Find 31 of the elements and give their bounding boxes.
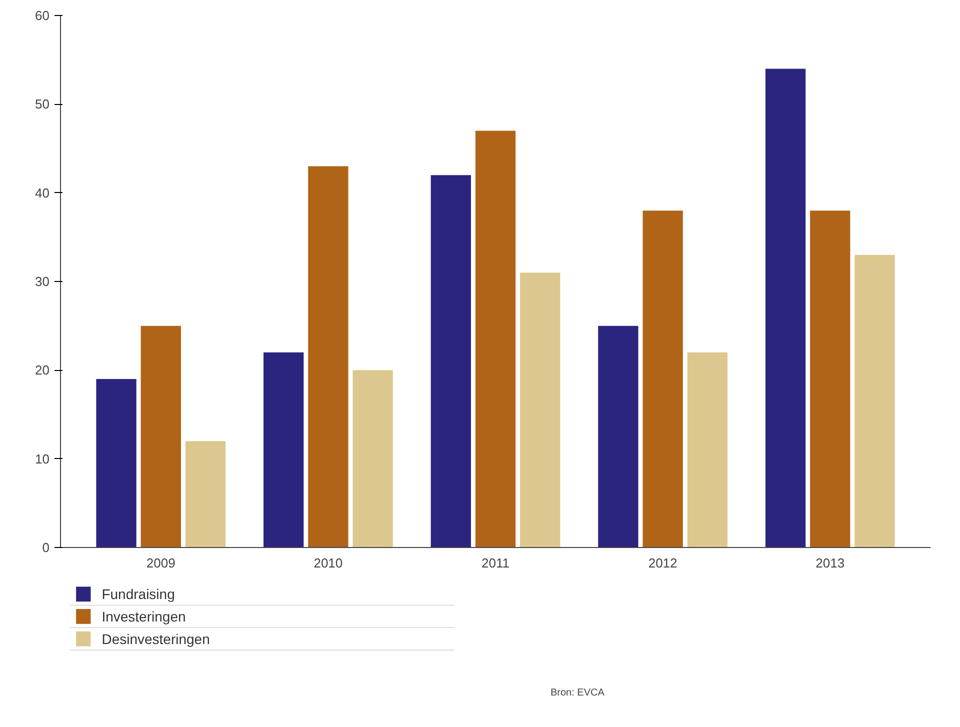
x-tick-label: 2013: [816, 556, 845, 570]
y-tick-label: 10: [35, 451, 50, 466]
y-tick-label: 0: [42, 540, 50, 555]
bar: [185, 441, 226, 548]
bar: [598, 326, 638, 548]
legend-label: Desinvesteringen: [102, 630, 210, 647]
bar: [810, 210, 850, 548]
bar: [475, 130, 516, 548]
bar: [430, 175, 471, 548]
bar: [854, 254, 895, 548]
bar: [687, 352, 728, 548]
bar: [264, 352, 304, 548]
y-tick-label: 50: [35, 96, 50, 112]
bar: [520, 272, 560, 548]
bar: [140, 326, 181, 548]
y-tick-label: 20: [35, 362, 50, 378]
bar: [765, 68, 806, 548]
x-tick-label: 2009: [146, 556, 176, 570]
y-tick-label: 40: [35, 185, 50, 200]
legend-label: Investeringen: [102, 608, 186, 624]
y-tick-label: 60: [35, 8, 50, 23]
bar: [308, 166, 348, 548]
bar: [352, 370, 393, 548]
legend-label: Fundraising: [102, 586, 175, 602]
x-tick-label: 2010: [314, 556, 343, 570]
x-tick-label: 2012: [648, 556, 678, 570]
bar: [642, 210, 683, 548]
text: Bron: EVCA: [550, 688, 605, 698]
bar: [96, 379, 136, 548]
x-tick-label: 2011: [482, 556, 510, 570]
y-tick-label: 30: [35, 274, 50, 289]
